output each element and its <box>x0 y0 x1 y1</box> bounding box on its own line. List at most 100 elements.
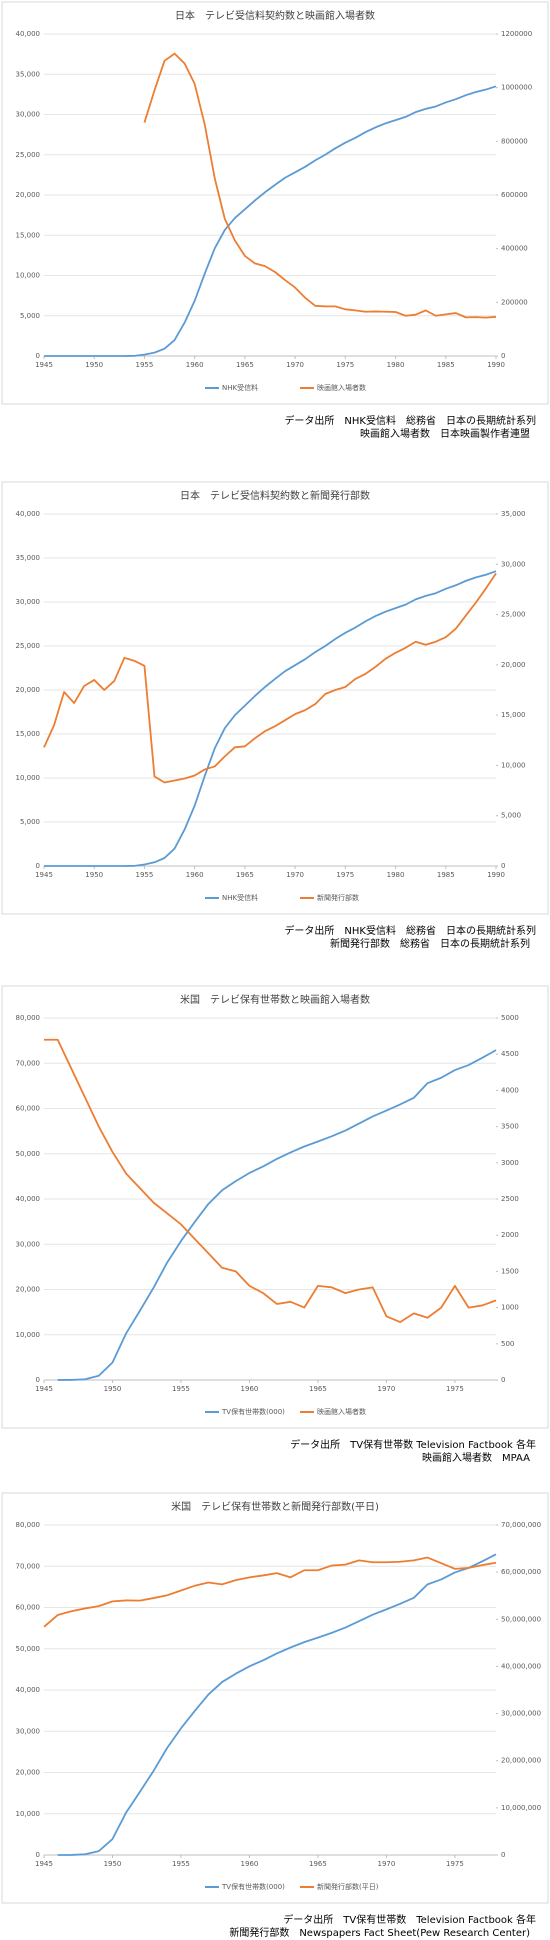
x-tick-label: 1945 <box>35 1385 53 1393</box>
y2-tick-label: 3000 <box>501 1159 519 1167</box>
legend-label: TV保有世帯数(000) <box>221 1407 285 1416</box>
source-note: データ出所 NHK受信料 総務省 日本の長期統計系列 <box>284 414 536 427</box>
x-tick-label: 1965 <box>309 1860 327 1868</box>
y2-tick-label: 30,000 <box>501 560 526 568</box>
legend-label: NHK受信料 <box>222 383 258 392</box>
y-tick-label: 5,000 <box>20 312 40 320</box>
y2-tick-label: 4500 <box>501 1050 519 1058</box>
y-tick-label: 25,000 <box>16 151 41 159</box>
x-tick-label: 1985 <box>437 361 455 369</box>
y2-tick-label: 15,000 <box>501 711 526 719</box>
y2-tick-label: 0 <box>501 1851 505 1859</box>
series-line <box>43 572 497 784</box>
source-note: データ出所 NHK受信料 総務省 日本の長期統計系列 <box>284 924 536 937</box>
x-tick-label: 1950 <box>85 871 103 879</box>
series-line <box>44 570 497 867</box>
y2-tick-label: 70,000,000 <box>501 1521 541 1529</box>
x-tick-label: 1945 <box>35 871 53 879</box>
y-tick-label: 80,000 <box>16 1014 41 1022</box>
x-tick-label: 1945 <box>35 361 53 369</box>
x-tick-label: 1965 <box>236 871 254 879</box>
y-tick-label: 50,000 <box>16 1645 41 1653</box>
chart-title: 日本 テレビ受信料契約数と映画館入場者数 <box>175 9 375 22</box>
y-tick-label: 60,000 <box>16 1604 41 1612</box>
x-tick-label: 1960 <box>241 1385 259 1393</box>
y-tick-label: 5,000 <box>20 818 40 826</box>
y2-tick-label: 0 <box>501 352 505 360</box>
x-tick-label: 1975 <box>336 871 354 879</box>
source-note: 新聞発行部数 Newspapers Fact Sheet(Pew Researc… <box>229 1926 530 1939</box>
y-tick-label: 20,000 <box>16 191 41 199</box>
legend-label: 映画館入場者数 <box>317 1407 366 1416</box>
x-tick-label: 1965 <box>309 1385 327 1393</box>
y2-tick-label: 35,000 <box>501 510 526 518</box>
x-tick-label: 1955 <box>172 1385 190 1393</box>
y2-tick-label: 50,000,000 <box>501 1615 541 1623</box>
y2-tick-label: 1000 <box>501 1304 519 1312</box>
y2-tick-label: 10,000 <box>501 761 526 769</box>
x-tick-label: 1970 <box>286 361 304 369</box>
y2-tick-label: 30,000,000 <box>501 1710 541 1718</box>
y2-tick-label: 5,000 <box>501 812 521 820</box>
y-tick-label: 50,000 <box>16 1150 41 1158</box>
y-tick-label: 30,000 <box>16 1240 41 1248</box>
y2-tick-label: 60,000,000 <box>501 1568 541 1576</box>
y-tick-label: 0 <box>36 352 40 360</box>
y2-tick-label: 10,000,000 <box>501 1804 541 1812</box>
y2-tick-label: 400000 <box>501 245 528 253</box>
y2-tick-label: 500 <box>501 1340 514 1348</box>
y-tick-label: 70,000 <box>16 1562 41 1570</box>
x-tick-label: 1950 <box>104 1860 122 1868</box>
x-tick-label: 1990 <box>487 361 505 369</box>
y-tick-label: 10,000 <box>16 1331 41 1339</box>
y2-tick-label: 0 <box>501 1376 505 1384</box>
y-tick-label: 30,000 <box>16 111 41 119</box>
x-tick-label: 1950 <box>104 1385 122 1393</box>
x-tick-label: 1970 <box>286 871 304 879</box>
source-note: 映画館入場者数 日本映画製作者連盟 <box>360 427 530 440</box>
chart-frame <box>1 1492 549 1904</box>
y-tick-label: 40,000 <box>16 1686 41 1694</box>
source-note: データ出所 TV保有世帯数 Television Factbook 各年 <box>283 1913 536 1926</box>
y2-tick-label: 0 <box>501 862 505 870</box>
y-tick-label: 20,000 <box>16 686 41 694</box>
x-tick-label: 1960 <box>186 361 204 369</box>
y-tick-label: 30,000 <box>16 1727 41 1735</box>
x-tick-label: 1980 <box>387 871 405 879</box>
y-tick-label: 25,000 <box>16 642 41 650</box>
y-tick-label: 30,000 <box>16 598 41 606</box>
source-note: 新聞発行部数 総務省 日本の長期統計系列 <box>330 937 530 950</box>
y-tick-label: 60,000 <box>16 1105 41 1113</box>
x-tick-label: 1970 <box>378 1385 396 1393</box>
source-note: 映画館入場者数 MPAA <box>422 1451 530 1464</box>
series-line <box>57 1049 497 1381</box>
y-tick-label: 80,000 <box>16 1521 41 1529</box>
x-tick-label: 1985 <box>437 871 455 879</box>
x-tick-label: 1980 <box>387 361 405 369</box>
chart-frame <box>1 985 549 1429</box>
chart-frame <box>1 481 549 915</box>
x-tick-label: 1945 <box>35 1860 53 1868</box>
series-line <box>44 1038 497 1323</box>
y2-tick-label: 800000 <box>501 137 528 145</box>
chart-title: 日本 テレビ受信料契約数と新聞発行部数 <box>180 489 370 502</box>
y2-tick-label: 1500 <box>501 1267 519 1275</box>
x-tick-label: 1955 <box>172 1860 190 1868</box>
x-tick-label: 1950 <box>85 361 103 369</box>
y2-tick-label: 200000 <box>501 298 528 306</box>
legend-label: NHK受信料 <box>222 893 258 902</box>
x-tick-label: 1960 <box>186 871 204 879</box>
legend-label: 映画館入場者数 <box>317 383 366 392</box>
y2-tick-label: 1000000 <box>501 84 532 92</box>
y-tick-label: 0 <box>36 1851 40 1859</box>
y2-tick-label: 2000 <box>501 1231 519 1239</box>
y2-tick-label: 5000 <box>501 1014 519 1022</box>
legend-label: TV保有世帯数(000) <box>221 1882 285 1891</box>
x-tick-label: 1990 <box>487 871 505 879</box>
y-tick-label: 10,000 <box>16 1810 41 1818</box>
y-tick-label: 0 <box>36 1376 40 1384</box>
x-tick-label: 1970 <box>378 1860 396 1868</box>
x-tick-label: 1955 <box>136 361 154 369</box>
y2-tick-label: 600000 <box>501 191 528 199</box>
